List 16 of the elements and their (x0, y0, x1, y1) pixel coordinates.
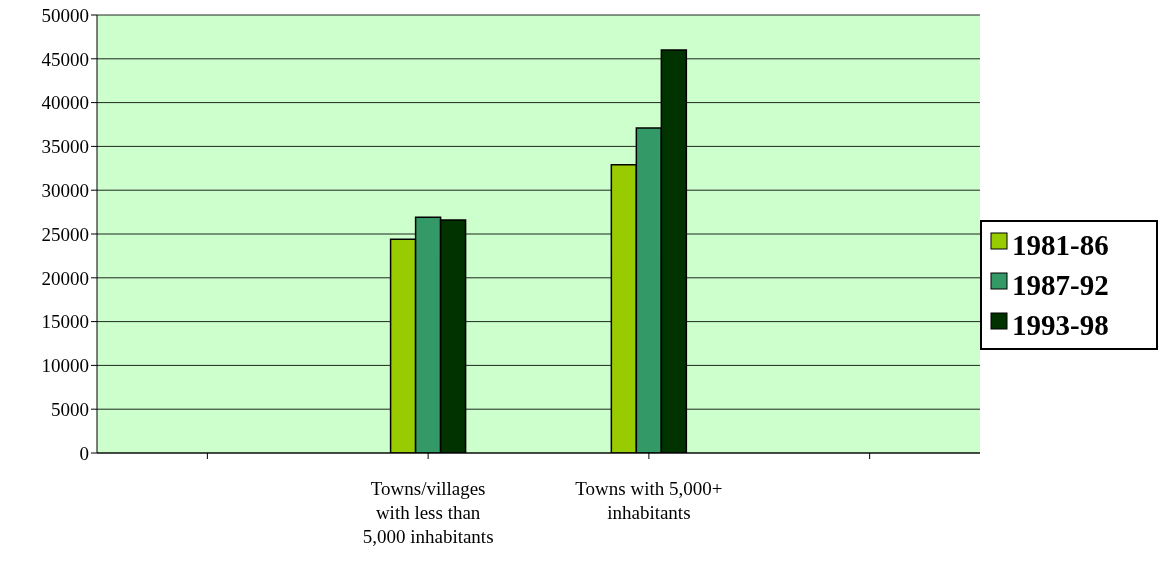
legend-label: 1981-86 (1012, 227, 1109, 262)
y-tick-label: 25000 (41, 223, 89, 245)
legend-label: 1993-98 (1012, 307, 1109, 342)
x-tick-label: Towns/villages with less than 5,000 inhabitants (362, 478, 494, 547)
y-tick-label: 50000 (41, 4, 89, 26)
y-tick-label: 0 (79, 442, 89, 464)
y-tick-label: 5000 (51, 398, 89, 420)
y-tick-label: 15000 (41, 311, 89, 333)
y-tick-label: 30000 (41, 179, 89, 201)
x-tick-label: Towns with 5,000+ inhabitants (575, 478, 723, 523)
y-tick-label: 45000 (41, 48, 89, 70)
y-tick-label: 40000 (41, 92, 89, 114)
legend-label: 1987-92 (1012, 267, 1109, 302)
y-tick-label: 10000 (41, 355, 89, 377)
y-tick-label: 35000 (41, 136, 89, 158)
y-tick-label: 20000 (41, 267, 89, 289)
